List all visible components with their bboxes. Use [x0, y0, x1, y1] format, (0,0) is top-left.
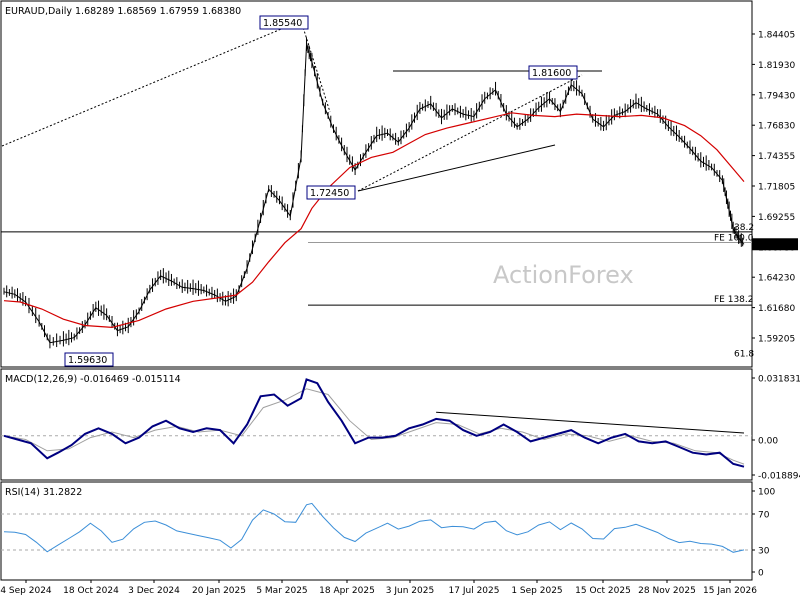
price-tick-label: 1.76830 — [758, 122, 795, 132]
dotted-trendline — [1, 21, 299, 147]
x-tick-label: 20 Jan 2025 — [192, 586, 246, 596]
x-tick-label: 15 Oct 2025 — [575, 586, 631, 596]
x-tick-label: 17 Jul 2025 — [449, 586, 500, 596]
annotation-label: 1.81600 — [532, 68, 571, 79]
x-tick-label: 1 Sep 2025 — [511, 586, 562, 596]
price-tick-label: 1.64230 — [758, 274, 795, 284]
price-tick-label: 1.74355 — [758, 152, 795, 162]
current-price-box — [752, 238, 798, 251]
price-tick-label: 1.71805 — [758, 183, 795, 193]
channel-support-line — [357, 144, 556, 192]
price-panel — [0, 0, 753, 368]
x-tick-label: 15 Jan 2026 — [703, 586, 757, 596]
annotation-box — [259, 15, 309, 30]
rsi-line — [3, 502, 745, 553]
x-tick-label: 3 Jun 2025 — [386, 586, 434, 596]
rsi-tick-label: 0 — [758, 569, 764, 579]
level-label-fe-138-2: FE 138.2 — [714, 295, 754, 305]
rsi-panel — [0, 481, 753, 581]
macd-trendline — [436, 411, 745, 434]
price-tick-label: 1.59205 — [758, 335, 795, 345]
macd-tick-label: 0.031831 — [758, 375, 800, 385]
level-label-61-8: 61.8 — [734, 349, 754, 359]
macd-title: MACD(12,26,9) -0.016469 -0.015114 — [5, 374, 181, 385]
rsi-tick-label: 70 — [758, 511, 770, 521]
watermark: ActionForex — [493, 261, 634, 289]
x-tick-label: 4 Sep 2024 — [0, 586, 52, 596]
price-tick-label: 1.81930 — [758, 61, 795, 71]
price-tick-label: 1.69255 — [758, 213, 795, 223]
level-label-38-2: 38.2 — [734, 223, 754, 233]
price-annotation: 1.85540 — [259, 15, 309, 30]
price-tick-label: 1.79430 — [758, 91, 795, 101]
annotation-label: 1.59630 — [68, 355, 107, 366]
dotted-retrace-line — [301, 23, 331, 113]
annotation-box — [306, 185, 356, 200]
annotation-label: 1.72450 — [310, 188, 349, 199]
level-label-fe-100: FE 100.0 — [714, 233, 754, 243]
macd-tick-label: -0.018894 — [758, 472, 800, 482]
price-tick-label: 1.84405 — [758, 31, 795, 41]
price-annotation: 1.59630 — [64, 352, 114, 367]
x-tick-label: 5 Mar 2025 — [256, 586, 307, 596]
chart-header: EURAUD,Daily 1.68289 1.68569 1.67959 1.6… — [5, 6, 241, 17]
moving-average-line — [3, 112, 745, 329]
annotation-box — [64, 352, 114, 367]
rsi-tick-label: 30 — [758, 547, 770, 557]
x-tick-label: 18 Oct 2024 — [63, 586, 119, 596]
rsi-title: RSI(14) 31.2822 — [5, 487, 82, 498]
x-tick-label: 18 Apr 2025 — [319, 586, 375, 596]
x-tick-label: 3 Dec 2024 — [128, 586, 180, 596]
annotation-label: 1.85540 — [263, 18, 302, 29]
price-annotation: 1.81600 — [528, 65, 578, 80]
annotation-box — [528, 65, 578, 80]
price-annotation: 1.72450 — [306, 185, 356, 200]
current-price-label: 1.68380 — [757, 241, 794, 251]
macd-tick-label: 0.00 — [758, 437, 778, 447]
rsi-tick-label: 100 — [758, 488, 775, 498]
macd-panel — [0, 368, 753, 481]
macd-line — [3, 378, 745, 468]
x-tick-label: 28 Nov 2025 — [638, 586, 696, 596]
price-tick-label: 1.61680 — [758, 304, 795, 314]
